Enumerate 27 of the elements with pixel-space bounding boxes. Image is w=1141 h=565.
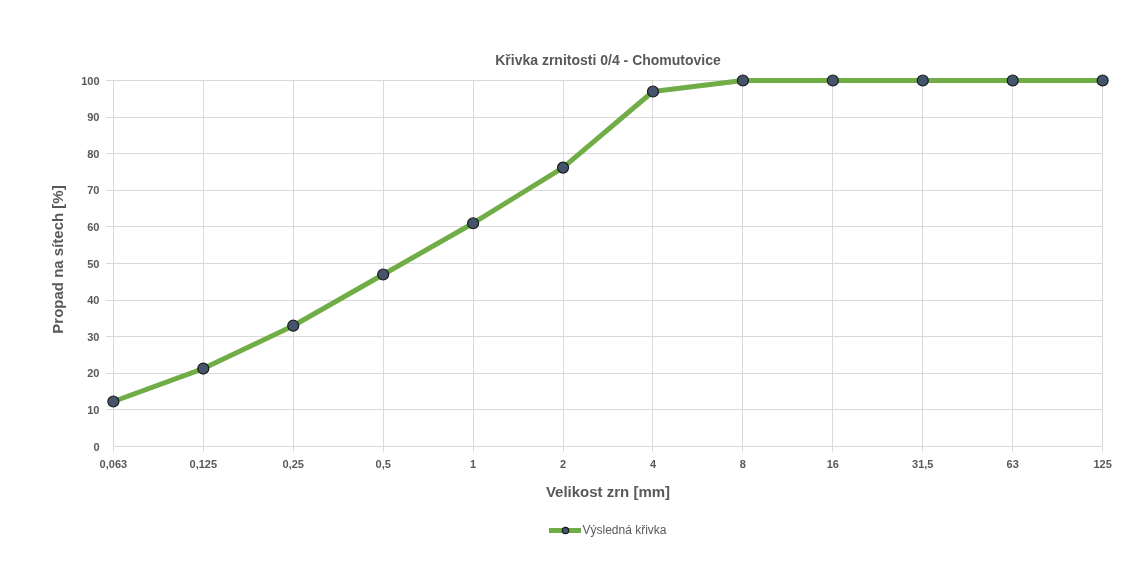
x-tick-label: 0,063 (99, 457, 128, 470)
y-tick-label: 40 (87, 294, 100, 307)
y-tick-label: 60 (87, 220, 100, 233)
y-axis-title: Propad na sítech [%] (49, 185, 67, 334)
y-tick-label: 70 (87, 184, 100, 197)
y-tick-label: 30 (87, 330, 100, 343)
x-tick-label: 4 (649, 457, 657, 470)
y-tick-label: 0 (93, 440, 100, 453)
x-tick-label: 8 (739, 457, 746, 470)
y-tick-label: 80 (87, 147, 100, 160)
y-tick-label: 20 (87, 367, 100, 380)
y-tick-label: 90 (87, 111, 100, 124)
x-axis-title: Velikost zrn [mm] (545, 482, 671, 500)
y-tick-label: 10 (87, 403, 100, 416)
chart-title: Křivka zrnitosti 0/4 - Chomutovice (495, 51, 722, 68)
x-tick-label: 0,25 (282, 457, 304, 470)
x-tick-label: 16 (826, 457, 839, 470)
x-tick-label: 63 (1006, 457, 1019, 470)
x-tick-label: 125 (1093, 457, 1112, 470)
x-tick-label: 0,125 (189, 457, 218, 470)
y-tick-label: 100 (81, 74, 100, 87)
x-tick-label: 1 (470, 457, 477, 470)
y-tick-label: 50 (87, 257, 100, 270)
x-tick-label: 0,5 (375, 457, 391, 470)
x-tick-label: 31,5 (912, 457, 934, 470)
x-tick-label: 2 (559, 457, 567, 470)
legend-label: Výsledná křivka (582, 522, 667, 538)
